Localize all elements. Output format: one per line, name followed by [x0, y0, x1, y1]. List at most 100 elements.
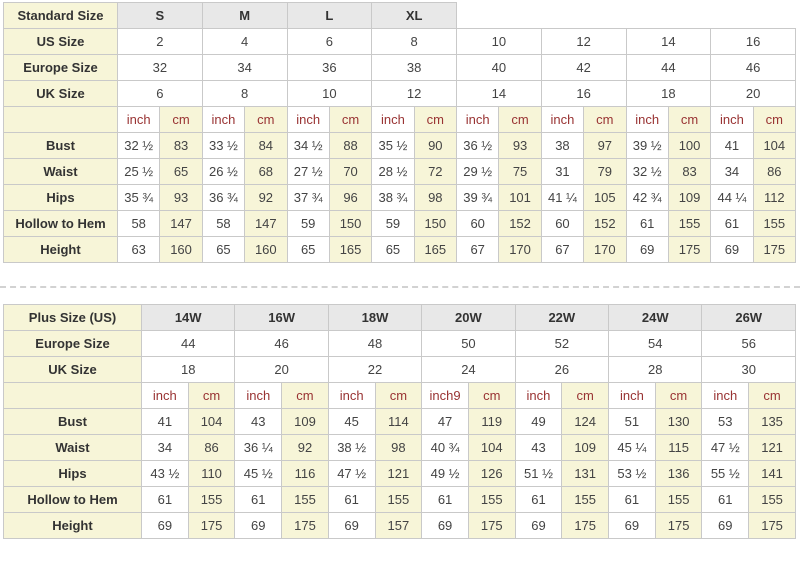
measure-value-cell: 119: [467, 408, 516, 435]
measure-value-cell: 116: [281, 460, 329, 487]
size-header-row: Standard Size S M L XL: [3, 2, 796, 29]
size-value-cell: 6: [117, 80, 203, 107]
size-header-cell: 16W: [234, 304, 329, 331]
unit-row-label: [3, 106, 118, 133]
measure-value-cell: 121: [748, 434, 796, 461]
measure-value-cell: 69: [608, 512, 656, 539]
measure-value-cell: 53: [701, 408, 750, 435]
measure-value-cell: 27 ½: [286, 158, 330, 185]
measure-value-cell: 65: [371, 236, 415, 263]
unit-cell: cm: [498, 106, 542, 133]
row-label: Europe Size: [3, 330, 142, 357]
size-value-cell: 8: [371, 28, 457, 55]
measure-value-cell: 152: [583, 210, 627, 237]
measure-value-cell: 61: [608, 486, 656, 513]
size-header-cell: M: [201, 2, 288, 29]
measure-value-cell: 33 ½: [201, 132, 246, 159]
unit-cell: inch: [514, 382, 563, 409]
measure-value-cell: 160: [244, 236, 288, 263]
measure-value-cell: 131: [561, 460, 610, 487]
measure-value-cell: 63: [116, 236, 161, 263]
size-value-cell: 46: [234, 330, 329, 357]
measure-value-cell: 28 ½: [371, 158, 415, 185]
row-label: US Size: [3, 28, 118, 55]
size-header-cell: 14W: [140, 304, 236, 331]
size-value-cell: 14: [625, 28, 712, 55]
measure-value-cell: 109: [281, 408, 329, 435]
unit-row: inch cm inch cm inch cm inch9 cm inch cm inch cm inc…: [3, 382, 796, 409]
measure-value-cell: 96: [328, 184, 373, 211]
measure-value-cell: 38: [540, 132, 585, 159]
unit-cell: inch: [286, 106, 330, 133]
size-value-cell: 34: [201, 54, 288, 81]
dashed-separator: [0, 286, 800, 288]
measure-row: Waist 34 86 36 ¼ 92 38 ½ 98 40 ¾ 104 43 109 45 ¼ 115…: [3, 434, 796, 461]
size-header-cell: XL: [371, 2, 457, 29]
size-header-cell: 26W: [701, 304, 796, 331]
size-value-cell: 30: [701, 356, 796, 383]
row-label: Hips: [3, 184, 118, 211]
unit-cell: cm: [748, 382, 796, 409]
measure-value-cell: 35 ½: [371, 132, 415, 159]
row-label: Height: [3, 512, 142, 539]
measure-value-cell: 147: [244, 210, 288, 237]
size-value-cell: 12: [540, 28, 627, 55]
measure-value-cell: 69: [141, 512, 189, 539]
measure-value-cell: 86: [187, 434, 236, 461]
measure-value-cell: 69: [710, 236, 754, 263]
unit-cell: cm: [374, 382, 423, 409]
unit-cell: cm: [654, 382, 703, 409]
unit-cell: cm: [244, 106, 288, 133]
row-label: Hollow to Hem: [3, 486, 142, 513]
unit-row-label: [3, 382, 142, 409]
measure-value-cell: 43: [514, 434, 563, 461]
standard-size-corner-label: Standard Size: [3, 2, 118, 29]
unit-cell: cm: [328, 106, 373, 133]
measure-value-cell: 70: [328, 158, 373, 185]
measure-value-cell: 44 ¼: [710, 184, 754, 211]
measure-value-cell: 160: [159, 236, 203, 263]
measure-value-cell: 47 ½: [701, 434, 750, 461]
measure-value-cell: 65: [159, 158, 203, 185]
unit-cell: inch: [327, 382, 376, 409]
size-value-cell: 20: [234, 356, 329, 383]
unit-cell: inch: [625, 106, 669, 133]
measure-value-cell: 175: [667, 236, 712, 263]
measure-value-cell: 61: [234, 486, 283, 513]
measure-value-cell: 61: [327, 486, 376, 513]
measure-value-cell: 32 ½: [625, 158, 669, 185]
unit-cell: inch: [710, 106, 754, 133]
measure-value-cell: 104: [467, 434, 516, 461]
measure-row: Hollow to Hem 61 155 61 155 61 155 61 155 61 155 61…: [3, 486, 796, 513]
measure-value-cell: 59: [371, 210, 415, 237]
measure-value-cell: 98: [374, 434, 423, 461]
measure-value-cell: 45 ¼: [608, 434, 656, 461]
size-value-cell: 26: [514, 356, 610, 383]
measure-value-cell: 58: [201, 210, 246, 237]
unit-cell: inch: [116, 106, 161, 133]
measure-row: Bust 41 104 43 109 45 114 47 119 49 124 51 130 53 135: [3, 408, 796, 435]
measure-value-cell: 175: [467, 512, 516, 539]
measure-value-cell: 93: [498, 132, 542, 159]
measure-value-cell: 42 ¾: [625, 184, 669, 211]
measure-value-cell: 150: [328, 210, 373, 237]
measure-value-cell: 69: [234, 512, 283, 539]
size-value-cell: 16: [540, 80, 627, 107]
measure-value-cell: 51: [608, 408, 656, 435]
measure-value-cell: 36 ¾: [201, 184, 246, 211]
measure-row: Hollow to Hem 58 147 58 147 59 150 59 150 60 152 60…: [3, 210, 797, 237]
measure-value-cell: 65: [201, 236, 246, 263]
row-label: Height: [3, 236, 118, 263]
size-row: UK Size 18 20 22 24 26 28 30: [3, 356, 796, 383]
unit-cell: inch: [608, 382, 656, 409]
size-value-cell: 20: [710, 80, 796, 107]
row-label: UK Size: [3, 356, 142, 383]
unit-row: inch cm inch cm inch cm inch cm inch cm inch cm inch…: [3, 106, 797, 133]
size-value-cell: 22: [327, 356, 423, 383]
measure-value-cell: 49 ½: [421, 460, 469, 487]
measure-value-cell: 112: [752, 184, 797, 211]
measure-value-cell: 141: [748, 460, 796, 487]
measure-value-cell: 32 ½: [116, 132, 161, 159]
measure-value-cell: 60: [540, 210, 585, 237]
